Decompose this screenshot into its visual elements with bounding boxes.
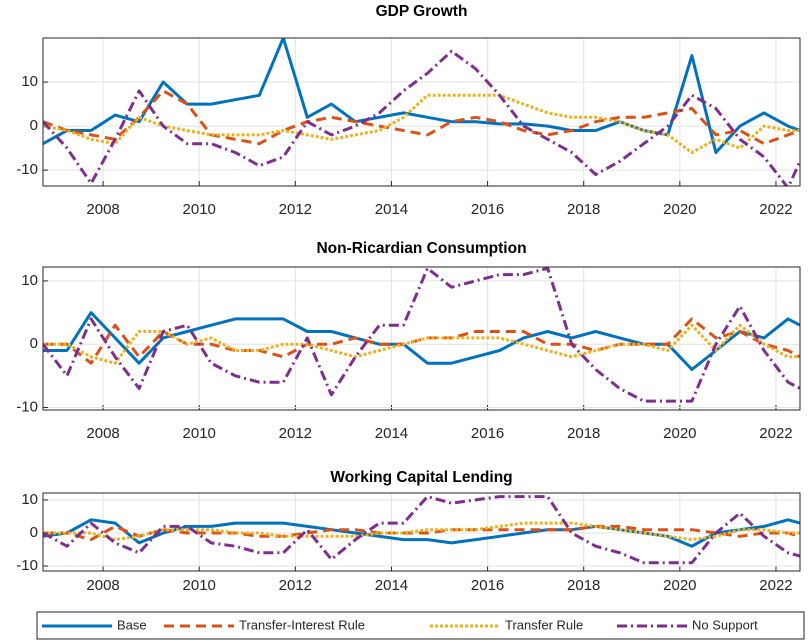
x-tick-label: 2012 [279, 425, 312, 442]
subplot: Non-Ricardian Consumption 2008 2010 2012 201… [16, 240, 801, 442]
x-tick-label: 2012 [279, 201, 312, 218]
x-tick-label: 2022 [759, 425, 792, 442]
series-line [43, 495, 800, 565]
series-line [43, 521, 800, 542]
series-line [43, 89, 800, 146]
legend-label: Transfer-Interest Rule [239, 617, 365, 632]
y-tick-label: 10 [21, 491, 38, 508]
x-tick-label: 2012 [279, 577, 312, 594]
x-tick-label: 2018 [567, 425, 600, 442]
y-tick-label: -10 [16, 161, 38, 178]
subplot: Working Capital Lending 2008 2010 2012 2014 2… [16, 469, 801, 594]
x-tick-label: 2008 [86, 425, 119, 442]
x-tick-label: 2014 [375, 577, 408, 594]
x-tick-label: 2010 [183, 425, 216, 442]
x-tick-label: 2020 [663, 201, 696, 218]
legend-box [36, 611, 805, 640]
x-tick-label: 2014 [375, 201, 408, 218]
legend: Base Transfer-Interest Rule Transfer Rule N… [36, 611, 805, 640]
x-tick-label: 2018 [567, 577, 600, 594]
x-tick-label: 2016 [471, 201, 504, 218]
x-tick-label: 2020 [663, 425, 696, 442]
series-line [43, 49, 800, 186]
legend-label: Transfer Rule [505, 617, 583, 632]
axes-box [42, 266, 801, 411]
y-tick-label: -10 [16, 398, 38, 415]
series-line [43, 38, 800, 154]
y-tick-label: 10 [21, 272, 38, 289]
x-tick-label: 2010 [183, 577, 216, 594]
x-tick-label: 2020 [663, 577, 696, 594]
subplot: GDP Growth 2008 2010 2012 2014 2016 2018 2020 20… [16, 3, 801, 218]
x-tick-label: 2008 [86, 201, 119, 218]
subplot-title: Non-Ricardian Consumption [316, 240, 526, 257]
axes-box [42, 37, 801, 187]
x-tick-label: 2016 [471, 577, 504, 594]
series-line [43, 93, 800, 154]
x-tick-label: 2016 [471, 425, 504, 442]
y-tick-label: 0 [30, 117, 38, 134]
y-tick-label: 10 [21, 73, 38, 90]
x-tick-label: 2018 [567, 201, 600, 218]
y-tick-label: -10 [16, 557, 38, 574]
y-tick-label: 0 [30, 524, 38, 541]
plot-area [43, 38, 800, 186]
axes-box [42, 492, 801, 572]
x-tick-label: 2010 [183, 201, 216, 218]
legend-label: No Support [692, 617, 758, 632]
x-tick-label: 2022 [759, 201, 792, 218]
legend-label: Base [117, 617, 147, 632]
series-line [43, 323, 800, 365]
y-tick-label: 0 [30, 335, 38, 352]
x-tick-label: 2014 [375, 425, 408, 442]
x-tick-label: 2022 [759, 577, 792, 594]
subplot-title: Working Capital Lending [330, 469, 512, 486]
x-tick-label: 2008 [86, 577, 119, 594]
subplot-title: GDP Growth [376, 3, 468, 20]
